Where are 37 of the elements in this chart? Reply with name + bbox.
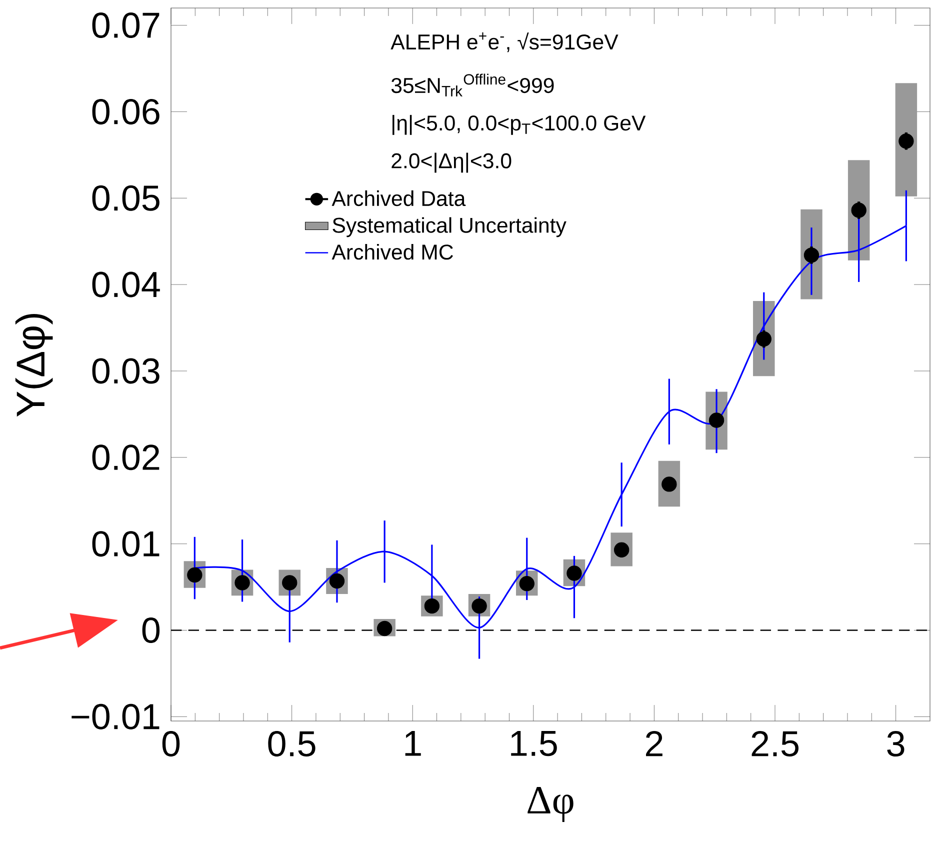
- point: [566, 566, 582, 581]
- legend-label: Archived Data: [332, 190, 466, 206]
- x-tick-label: 2.5: [752, 731, 799, 757]
- point: [376, 620, 392, 636]
- annotation: 35≤N$_{Trk}$$^{Offline}$<999: [391, 74, 554, 96]
- point: [234, 575, 250, 590]
- y-tick-label: −0.01: [72, 704, 160, 730]
- point: [187, 567, 202, 583]
- y-axis-title: Y(Δφ): [15, 314, 53, 417]
- annotation: 2.0<|Δη|<3.0: [392, 152, 512, 173]
- x-tick-label: 2: [646, 731, 662, 756]
- annotation: ALEPH e$^{+}$e$^{-}$, √s=91GeV: [390, 32, 618, 52]
- x-tick-label: 1.5: [511, 731, 557, 756]
- y-tick-label: 0.05: [92, 185, 160, 211]
- y-tick-label: 0: [142, 618, 160, 644]
- bar: [895, 83, 918, 196]
- legend-label: Archived MC: [332, 244, 453, 260]
- y-tick-label: 0.02: [92, 444, 160, 470]
- x-tick-label: 0: [162, 731, 180, 757]
- point: [282, 575, 298, 590]
- y-tick-label: 0.06: [92, 98, 160, 124]
- annotation: |η|<5.0, 0.0<p$_{T}$<100.0 GeV: [392, 114, 646, 135]
- point: [329, 573, 345, 589]
- x-axis-title: Δφ: [528, 787, 574, 822]
- point: [472, 598, 487, 614]
- point: [519, 576, 534, 592]
- point: [708, 412, 724, 428]
- y-tick-label: 0.03: [92, 358, 160, 384]
- y-tick-label: 0.01: [92, 531, 160, 557]
- y-tick-label: 0.04: [92, 272, 160, 298]
- y-tick-label: 0.07: [92, 12, 160, 38]
- x-tick-label: 0.5: [268, 731, 316, 757]
- x-tick-label: 3: [887, 731, 904, 757]
- x-tick-label: 1: [405, 731, 421, 756]
- point: [614, 542, 630, 558]
- legend-label: Systematical Uncertainty: [332, 217, 566, 238]
- point: [662, 476, 677, 492]
